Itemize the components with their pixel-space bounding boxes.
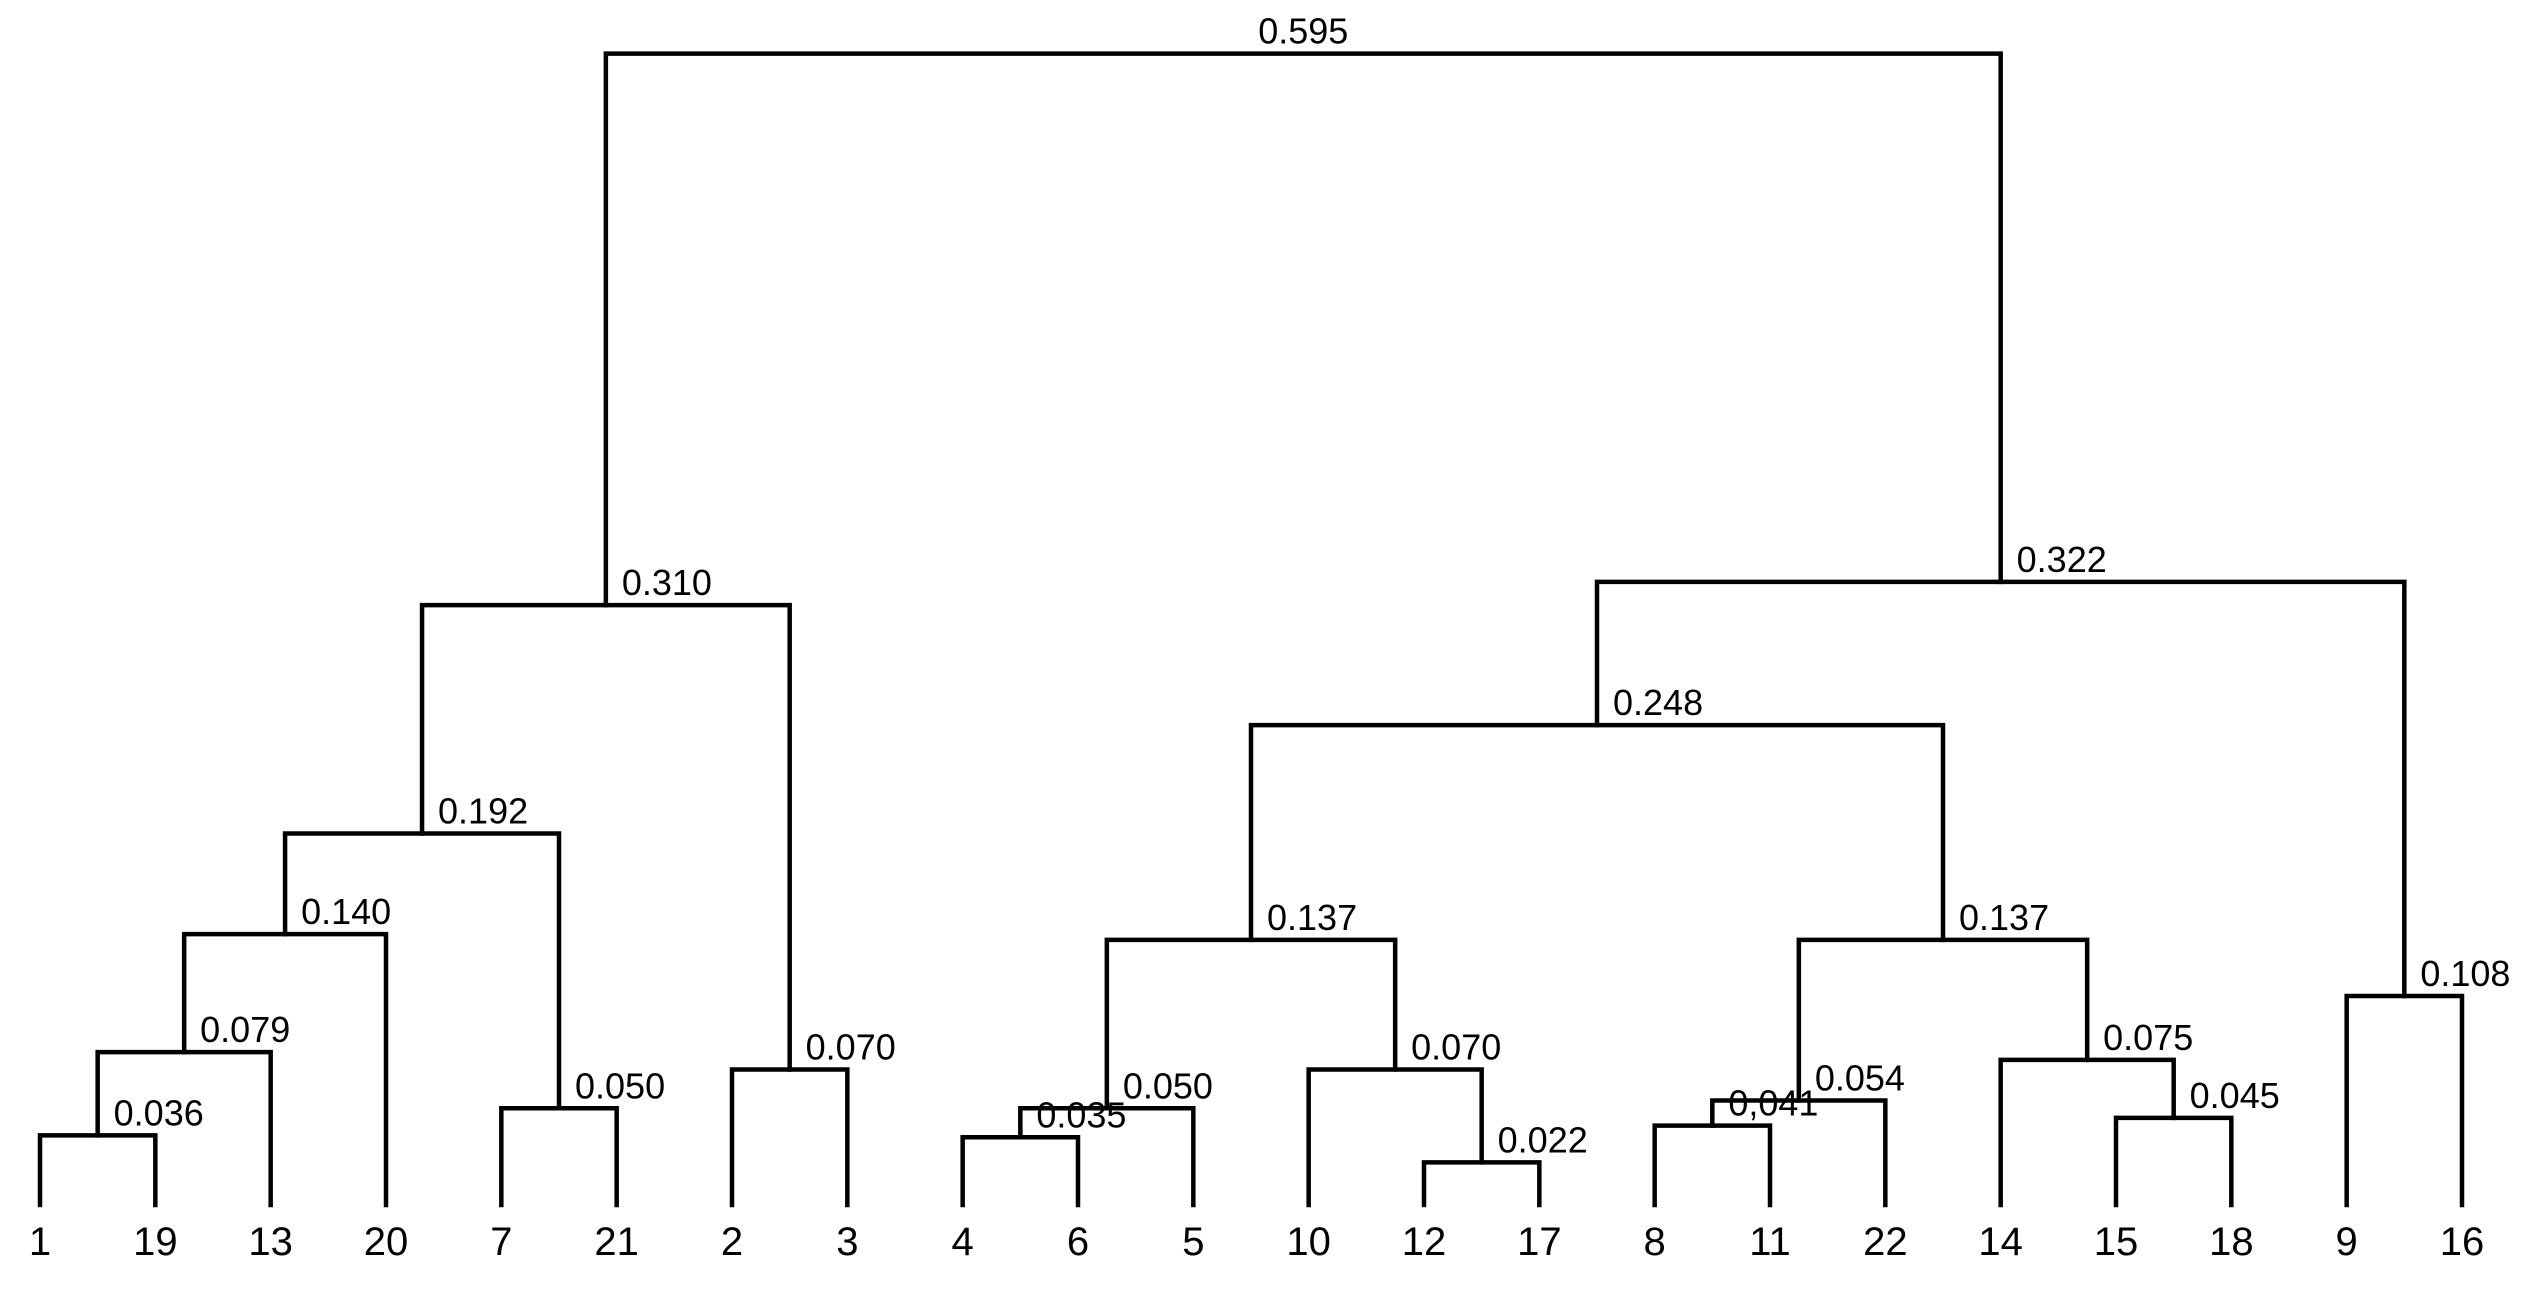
- leaf-label: 3: [836, 1220, 858, 1264]
- merge-height-label: 0.070: [1411, 1027, 1501, 1068]
- leaf-label: 19: [133, 1220, 178, 1264]
- leaf-label: 4: [952, 1220, 974, 1264]
- merge-height-label: 0.075: [2103, 1017, 2193, 1058]
- leaf-label: 10: [1286, 1220, 1331, 1264]
- leaf-label: 1: [29, 1220, 51, 1264]
- dendrogram-branches: [37, 51, 2465, 1208]
- merge-branch: [960, 1135, 1081, 1208]
- merge-branch: [37, 1133, 158, 1208]
- merge-height-label: 0.595: [1258, 11, 1348, 52]
- leaf-label: 15: [2094, 1220, 2139, 1264]
- merge-branch: [282, 831, 562, 1111]
- merge-height-label: 0.022: [1498, 1119, 1588, 1160]
- merge-height-label: 0,041: [1728, 1083, 1818, 1124]
- merge-height-label: 0.050: [575, 1065, 665, 1106]
- merge-branch: [2113, 1115, 2234, 1208]
- leaf-label: 5: [1182, 1220, 1204, 1264]
- leaf-label: 9: [2336, 1220, 2358, 1264]
- merge-height-label: 0.248: [1613, 682, 1703, 723]
- merge-height-label: 0.310: [622, 562, 712, 603]
- leaf-label: 14: [1978, 1220, 2023, 1264]
- leaf-label: 16: [2440, 1220, 2485, 1264]
- merge-height-label: 0.137: [1267, 897, 1357, 938]
- merge-height-label: 0.322: [2017, 539, 2107, 580]
- merge-branch: [603, 51, 2003, 608]
- merge-branch: [2344, 993, 2465, 1208]
- leaf-label: 6: [1067, 1220, 1089, 1264]
- merge-branch: [1998, 1057, 2176, 1208]
- leaf-label: 8: [1644, 1220, 1666, 1264]
- leaf-label: 21: [594, 1220, 639, 1264]
- merge-branch: [1652, 1123, 1773, 1208]
- merge-height-label: 0.140: [301, 891, 391, 932]
- merge-height-label: 0.137: [1959, 897, 2049, 938]
- leaf-label: 20: [364, 1220, 409, 1264]
- merge-branch: [729, 1067, 850, 1208]
- merge-branch: [1306, 1067, 1484, 1208]
- leaf-label: 2: [721, 1220, 743, 1264]
- leaf-label: 17: [1517, 1220, 1562, 1264]
- merge-branch: [499, 1106, 619, 1208]
- leaf-labels: 1 19 13 20 7 21 2 3 4 6 5 10 12 17 8 11 22 14 15 18 9 16: [29, 1220, 2484, 1264]
- leaf-label: 13: [248, 1220, 293, 1264]
- merge-branch: [419, 602, 792, 1072]
- merge-height-label: 0.108: [2420, 953, 2510, 994]
- merge-height-label: 0.050: [1123, 1065, 1213, 1106]
- merge-height-labels: 0.036 0.079 0.140 0.050 0.192 0.070 0.310 0.035…: [114, 11, 2511, 1161]
- leaf-label: 7: [490, 1220, 512, 1264]
- leaf-label: 18: [2209, 1220, 2254, 1264]
- merge-height-label: 0.045: [2190, 1075, 2280, 1116]
- merge-branch: [181, 931, 389, 1208]
- merge-height-label: 0.035: [1036, 1094, 1126, 1135]
- merge-height-label: 0.054: [1815, 1058, 1905, 1099]
- merge-height-label: 0.192: [438, 790, 528, 831]
- merge-height-label: 0.070: [806, 1027, 896, 1068]
- leaf-label: 11: [1749, 1220, 1791, 1264]
- leaf-label: 12: [1402, 1220, 1447, 1264]
- merge-branch: [1421, 1160, 1542, 1208]
- leaf-label: 22: [1863, 1220, 1908, 1264]
- merge-height-label: 0.079: [200, 1009, 290, 1050]
- merge-height-label: 0.036: [114, 1092, 204, 1133]
